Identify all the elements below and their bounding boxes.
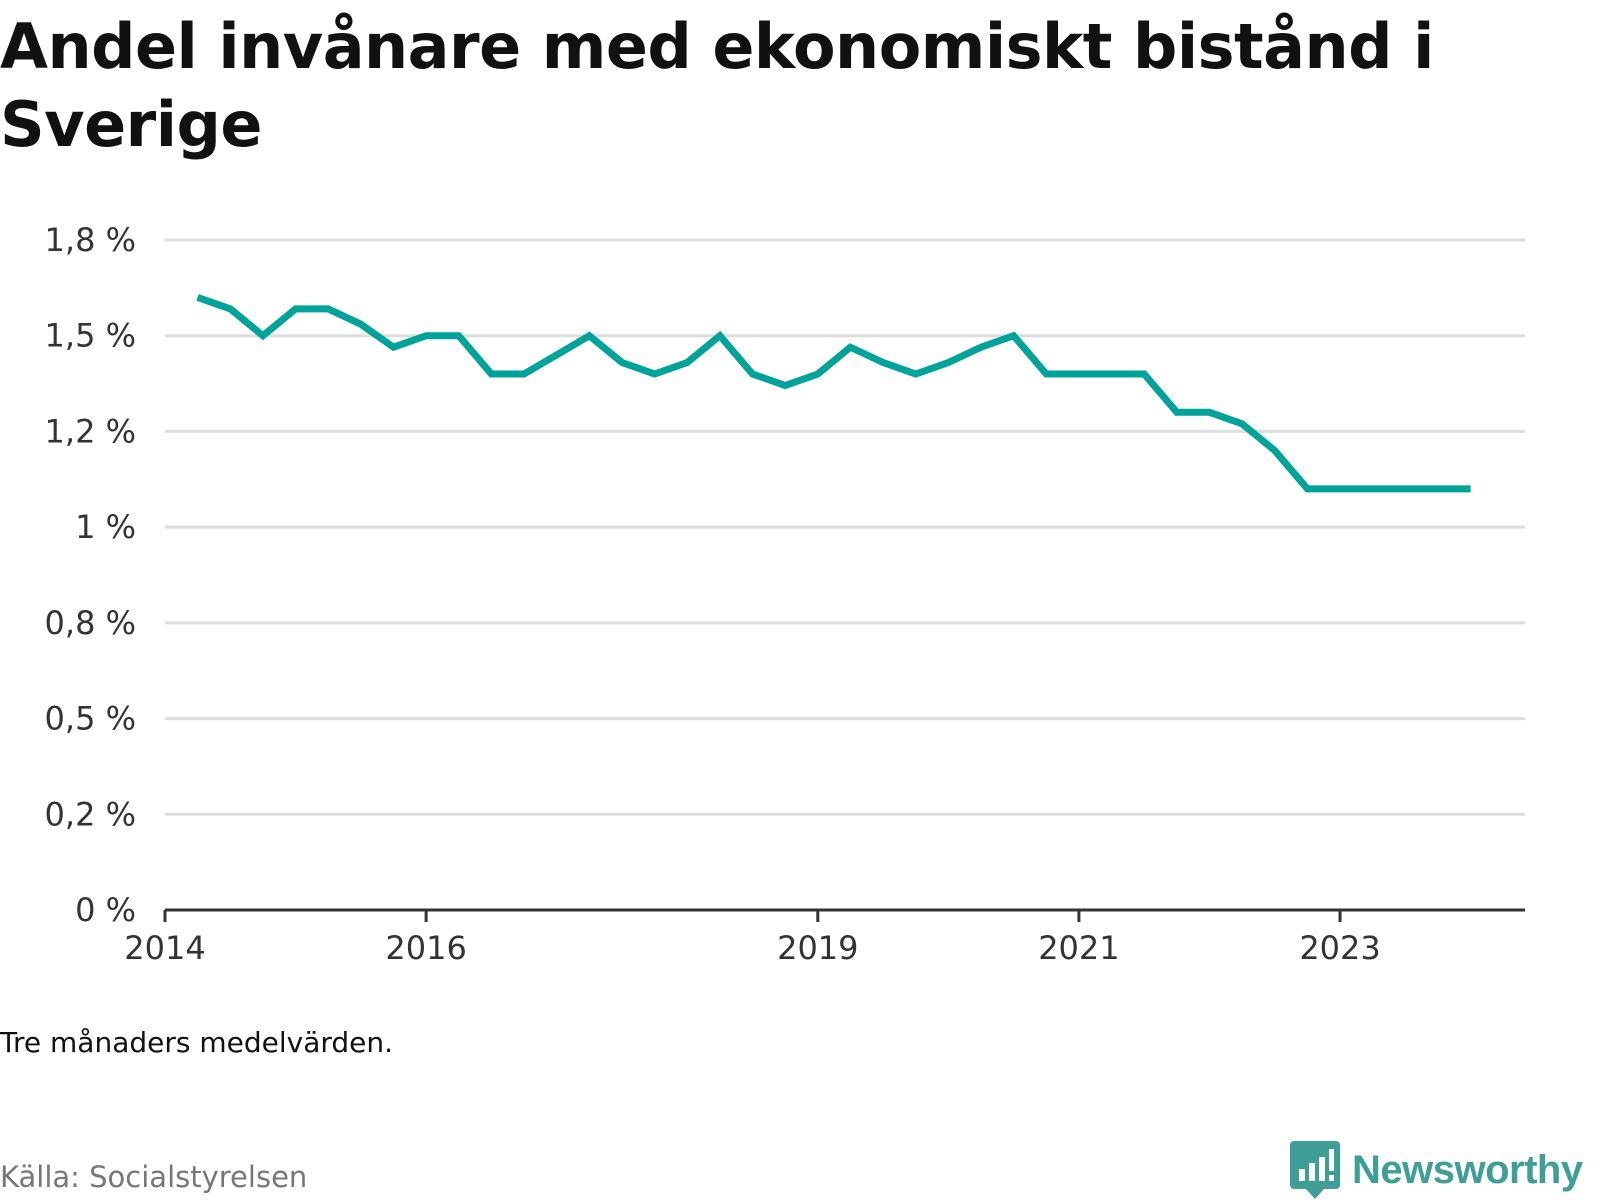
y-tick-label: 0,5 % <box>45 700 136 738</box>
x-tick-label: 2014 <box>124 929 205 967</box>
source-label: Källa: Socialstyrelsen <box>0 1160 308 1194</box>
y-tick-label: 1,8 % <box>45 221 136 259</box>
y-axis-labels: 0 % 0,2 % 0,5 % 0,8 % 1 % 1,2 % 1,5 % 1,8 % <box>45 221 136 929</box>
gridlines <box>165 238 1525 816</box>
brand-logo: Newsworthy <box>1290 1140 1583 1200</box>
x-tick-label: 2023 <box>1299 929 1380 967</box>
y-tick-label: 1,2 % <box>45 412 136 450</box>
x-tick-label: 2016 <box>385 929 466 967</box>
line-chart: 0 % 0,2 % 0,5 % 0,8 % 1 % 1,2 % 1,5 % 1,8 % 201… <box>45 221 1525 967</box>
x-axis: 2014 2016 2019 2021 2023 <box>124 908 1525 967</box>
x-tick-label: 2019 <box>777 929 858 967</box>
series-group <box>196 294 1471 493</box>
newsworthy-logo-icon <box>1290 1141 1340 1199</box>
series-line <box>196 294 1471 493</box>
x-tick-label: 2021 <box>1038 929 1119 967</box>
chart-title: Andel invånare med ekonomiskt bistånd i … <box>0 10 1434 161</box>
y-tick-label: 1 % <box>75 508 136 546</box>
brand-name: Newsworthy <box>1352 1147 1583 1192</box>
y-tick-label: 1,5 % <box>45 317 136 355</box>
y-tick-label: 0 % <box>75 891 136 929</box>
y-tick-label: 0,8 % <box>45 604 136 642</box>
y-tick-label: 0,2 % <box>45 795 136 833</box>
chart-note: Tre månaders medelvärden. <box>0 1026 394 1059</box>
